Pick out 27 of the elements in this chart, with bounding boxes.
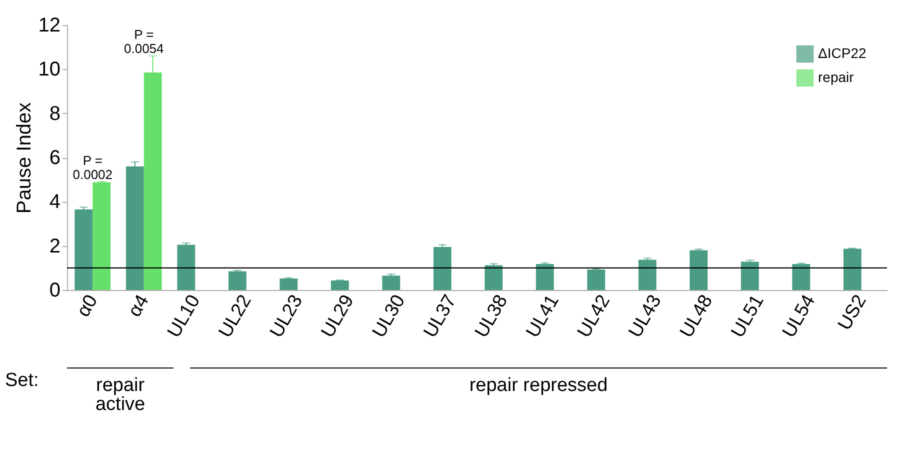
y-tick-label: 0 — [49, 280, 60, 302]
y-tick-label: 2 — [49, 235, 60, 258]
bar — [92, 182, 111, 290]
bar — [843, 248, 862, 290]
y-tick-label: 4 — [49, 191, 60, 214]
x-tick-label: α4 — [124, 291, 154, 321]
legend-label: ΔICP22 — [818, 45, 866, 61]
bar — [228, 271, 246, 290]
y-tick-label: 8 — [49, 102, 60, 125]
annotation: P = 0.0054 — [124, 26, 164, 56]
text: Set: — [5, 370, 39, 391]
text: repair repressed — [469, 375, 608, 396]
y-tick-label: 12 — [38, 14, 60, 36]
legend-label: repair — [818, 69, 854, 85]
bar — [587, 269, 606, 290]
bar — [280, 278, 298, 290]
y-tick-label: 6 — [49, 147, 60, 169]
annotation: P = 0.0002 — [72, 152, 113, 182]
bar — [792, 264, 810, 290]
bar — [330, 280, 349, 290]
y-tick-label: 10 — [38, 58, 60, 81]
text: repair active — [95, 375, 146, 415]
bar — [536, 264, 554, 290]
y-axis-title: Pause Index — [13, 102, 36, 214]
x-tick-label: α0 — [73, 292, 102, 321]
bar — [690, 250, 708, 290]
bar — [126, 166, 144, 290]
